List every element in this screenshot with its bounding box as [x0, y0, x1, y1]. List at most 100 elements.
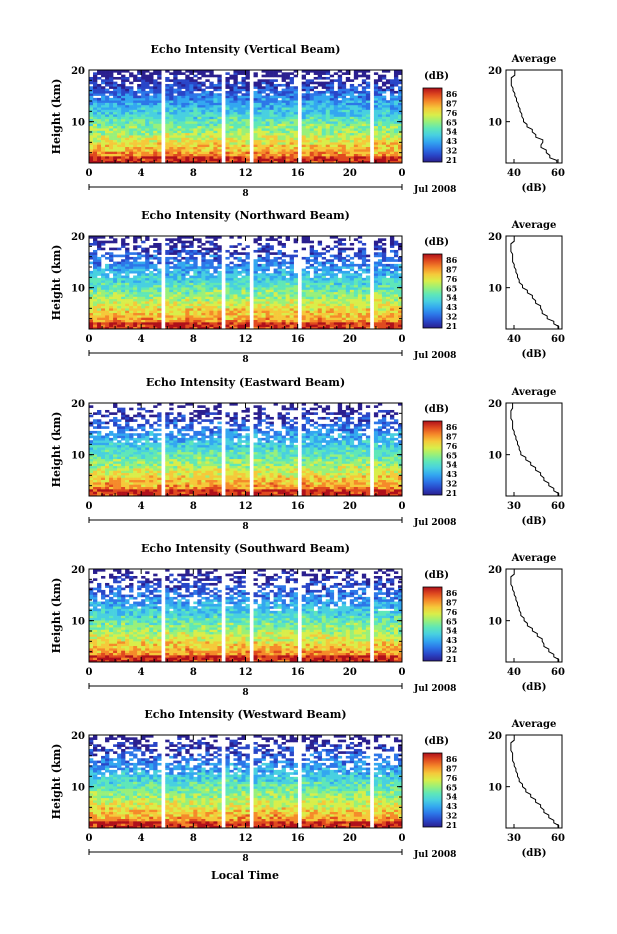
heatmap-cell: [302, 82, 306, 85]
heatmap-cell: [169, 287, 173, 290]
heatmap-cell: [354, 112, 358, 115]
heatmap-cell: [386, 112, 390, 115]
heatmap-cell: [129, 82, 133, 85]
heatmap-cell: [258, 154, 262, 157]
heatmap-cell: [169, 147, 173, 150]
heatmap-cell: [310, 289, 314, 292]
heatmap-cell: [189, 250, 193, 253]
heatmap-cell: [117, 93, 121, 96]
heatmap-cell: [290, 93, 294, 96]
heatmap-cell: [358, 128, 362, 131]
heatmap-cell: [173, 137, 177, 140]
heatmap-cell: [141, 296, 145, 299]
heatmap-cell: [294, 303, 298, 306]
heatmap-cell: [334, 317, 338, 320]
heatmap-cell: [137, 154, 141, 157]
heatmap-cell: [125, 103, 129, 106]
heatmap-cell: [93, 142, 97, 145]
heatmap-cell: [113, 292, 117, 295]
heatmap-cell: [290, 271, 294, 274]
heatmap-cell: [266, 121, 270, 124]
heatmap-cell: [302, 137, 306, 140]
heatmap-cell: [306, 89, 310, 92]
heatmap-cell: [246, 110, 250, 113]
heatmap-cell: [229, 114, 233, 117]
heatmap-cell: [342, 114, 346, 117]
heatmap-cell: [378, 310, 382, 313]
heatmap-cell: [246, 262, 250, 265]
heatmap-cell: [209, 296, 213, 299]
heatmap-cell: [358, 320, 362, 323]
heatmap-cell: [97, 119, 101, 122]
heatmap-cell: [197, 315, 201, 318]
heatmap-cell: [89, 271, 93, 274]
heatmap-cell: [386, 287, 390, 290]
heatmap-cell: [145, 308, 149, 311]
heatmap-cell: [125, 151, 129, 154]
heatmap-cell: [225, 303, 229, 306]
heatmap-cell: [133, 158, 137, 161]
heatmap-cell: [382, 299, 386, 302]
heatmap-cell: [390, 310, 394, 313]
heatmap-cell: [262, 119, 266, 122]
heatmap-cell: [306, 289, 310, 292]
heatmap-cell: [386, 100, 390, 103]
heatmap-cell: [386, 126, 390, 129]
heatmap-cell: [233, 114, 237, 117]
heatmap-cell: [145, 255, 149, 258]
heatmap-cell: [394, 82, 398, 85]
heatmap-cell: [89, 257, 93, 260]
heatmap-cell: [286, 75, 290, 78]
heatmap-cell: [382, 257, 386, 260]
heatmap-cell: [258, 283, 262, 286]
heatmap-cell: [246, 296, 250, 299]
heatmap-cell: [290, 107, 294, 110]
heatmap-cell: [213, 86, 217, 89]
heatmap-cell: [193, 294, 197, 297]
heatmap-cell: [378, 287, 382, 290]
heatmap-cell: [113, 264, 117, 267]
heatmap-cell: [318, 320, 322, 323]
heatmap-cell: [330, 154, 334, 157]
heatmap-cell: [121, 89, 125, 92]
heatmap-cell: [278, 252, 282, 255]
heatmap-cell: [97, 156, 101, 159]
heatmap-cell: [197, 317, 201, 320]
heatmap-cell: [145, 269, 149, 272]
heatmap-cell: [241, 317, 245, 320]
heatmap-cell: [233, 292, 237, 295]
heatmap-cell: [358, 269, 362, 272]
heatmap-cell: [286, 315, 290, 318]
heatmap-cell: [113, 123, 117, 126]
heatmap-cell: [173, 322, 177, 325]
heatmap-cell: [254, 91, 258, 94]
heatmap-cell: [258, 308, 262, 311]
heatmap-cell: [362, 296, 366, 299]
heatmap-cell: [374, 262, 378, 265]
heatmap-cell: [177, 324, 181, 327]
heatmap-cell: [109, 289, 113, 292]
heatmap-cell: [169, 299, 173, 302]
heatmap-cell: [274, 283, 278, 286]
heatmap-cell: [270, 72, 274, 75]
heatmap-cell: [201, 117, 205, 120]
heatmap-cell: [266, 294, 270, 297]
heatmap-cell: [394, 313, 398, 316]
heatmap-cell: [181, 294, 185, 297]
heatmap-cell: [322, 269, 326, 272]
heatmap-cell: [181, 121, 185, 124]
heatmap-cell: [205, 303, 209, 306]
heatmap-cell: [89, 135, 93, 138]
heatmap-cell: [374, 306, 378, 309]
heatmap-cell: [145, 144, 149, 147]
heatmap-cell: [133, 310, 137, 313]
heatmap-cell: [394, 156, 398, 159]
heatmap-cell: [229, 117, 233, 120]
heatmap-cell: [177, 278, 181, 281]
heatmap-cell: [197, 105, 201, 108]
heatmap-cell: [338, 322, 342, 325]
heatmap-cell: [241, 147, 245, 150]
heatmap-cell: [354, 313, 358, 316]
heatmap-cell: [209, 103, 213, 106]
